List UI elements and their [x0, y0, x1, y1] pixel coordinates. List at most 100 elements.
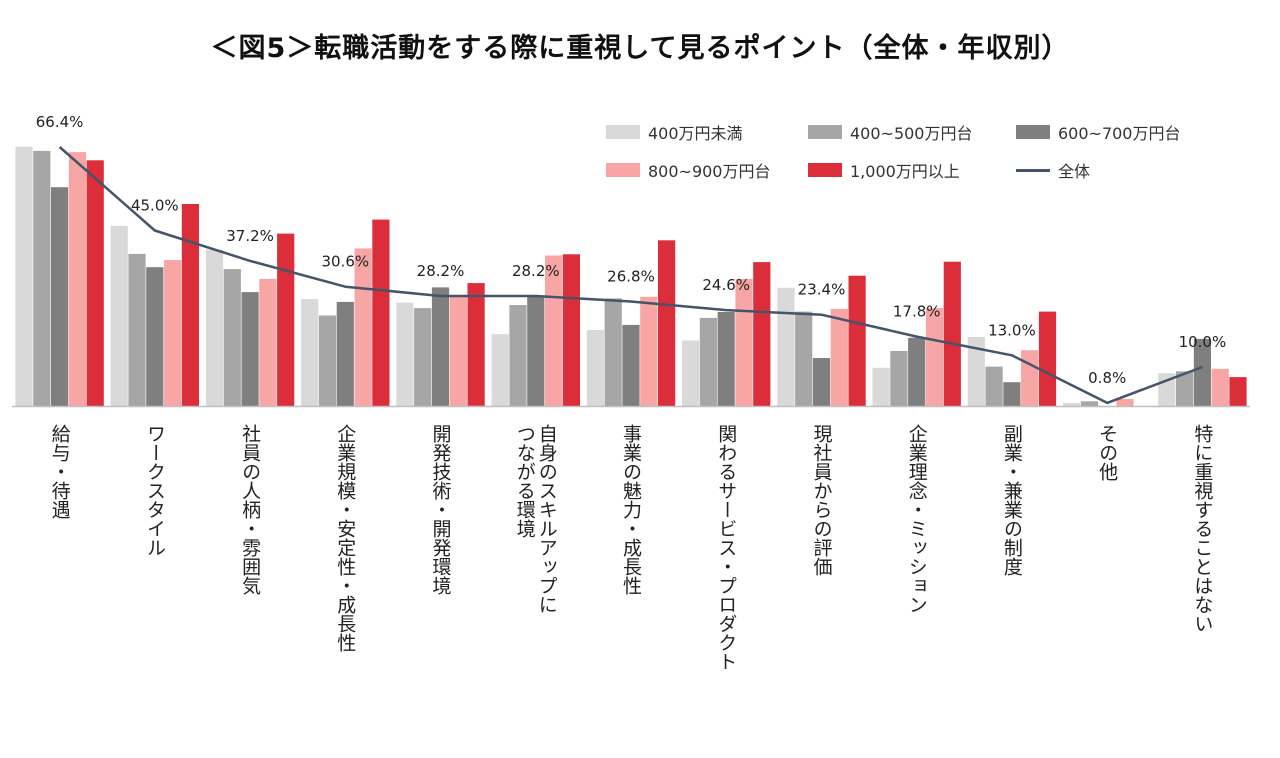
x-tick-label-4: 開発技術・開発環境: [429, 424, 452, 595]
chart-title: ＜図5＞転職活動をする際に重視して見るポイント（全体・年収別）: [210, 33, 1070, 64]
bar-series-1-cat-4: [414, 308, 432, 406]
legend-item-5: 全体: [1016, 158, 1090, 182]
bar-series-3-cat-6: [640, 296, 658, 406]
bar-series-4-cat-8: [848, 275, 866, 406]
legend-swatch: [808, 163, 842, 177]
bar-series-1-cat-10: [985, 366, 1003, 406]
data-label-6: 26.8%: [607, 268, 655, 286]
bar-series-3-cat-5: [545, 255, 563, 406]
x-tick-label-5: 自身のスキルアップに つながる環境: [513, 424, 558, 614]
data-label-10: 13.0%: [988, 321, 1036, 339]
line-series-overall: [58, 146, 1203, 405]
bar-series-2-cat-4: [431, 287, 450, 406]
bar-series-0-cat-9: [872, 367, 890, 406]
bar-series-2-cat-0: [51, 187, 69, 406]
bar-series-3-cat-4: [449, 295, 467, 406]
bar-series-1-cat-8: [795, 311, 813, 406]
bar-series-3-cat-7: [735, 278, 753, 406]
data-label-1: 45.0%: [131, 197, 179, 215]
bar-series-0-cat-2: [205, 249, 224, 406]
legend-label: 600~700万円台: [1058, 124, 1181, 143]
data-label-7: 24.6%: [702, 276, 750, 294]
legend-label: 1,000万円以上: [850, 162, 960, 181]
bar-series-0-cat-4: [396, 302, 414, 406]
bar-series-2-cat-12: [1193, 338, 1211, 406]
bar-series-1-cat-1: [128, 253, 146, 406]
data-label-11: 0.8%: [1088, 369, 1126, 387]
x-tick-label-2: 社員の人柄・雰囲気: [239, 424, 262, 595]
bar-series-4-cat-1: [181, 204, 199, 406]
bar-series-3-cat-9: [925, 308, 944, 406]
bar-series-1-cat-5: [509, 305, 527, 406]
bar-series-4-cat-4: [467, 283, 485, 406]
data-label-0: 66.4%: [36, 113, 84, 131]
bar-series-2-cat-3: [336, 301, 354, 406]
x-tick-label-8: 現社員からの評価: [810, 424, 833, 576]
bar-series-1-cat-9: [890, 351, 908, 406]
bar-series-4-cat-0: [86, 160, 104, 406]
bar-series-4-cat-3: [372, 219, 390, 406]
bar-series-0-cat-6: [586, 329, 604, 406]
bar-series-3-cat-3: [354, 248, 372, 406]
bar-series-1-cat-3: [318, 315, 337, 406]
data-label-12: 10.0%: [1179, 333, 1227, 351]
bar-series-2-cat-7: [717, 312, 735, 406]
legend-item-3: 800~900万円台: [606, 158, 771, 182]
bar-series-1-cat-12: [1176, 371, 1194, 406]
bar-series-2-cat-8: [812, 358, 831, 406]
data-label-9: 17.8%: [893, 303, 941, 321]
bar-series-0-cat-1: [110, 225, 128, 406]
bar-series-4-cat-12: [1229, 377, 1247, 406]
data-label-2: 37.2%: [226, 227, 274, 245]
legend-item-4: 1,000万円以上: [808, 158, 960, 182]
bar-series-4-cat-9: [943, 261, 961, 406]
bar-series-0-cat-3: [301, 299, 319, 406]
x-tick-label-12: 特に重視することはない: [1191, 424, 1214, 633]
bar-series-0-cat-7: [682, 340, 700, 406]
legend-label: 400~500万円台: [850, 124, 973, 143]
bar-series-3-cat-11: [1116, 399, 1134, 406]
bar-series-1-cat-2: [223, 269, 241, 406]
bar-series-2-cat-6: [622, 324, 640, 406]
legend-swatch: [1016, 168, 1050, 172]
bar-series-1-cat-6: [604, 298, 622, 406]
bar-series-0-cat-5: [491, 334, 509, 406]
bar-series-3-cat-2: [259, 278, 277, 406]
bar-series-0-cat-10: [967, 337, 985, 406]
x-tick-label-3: 企業規模・安定性・成長性: [334, 424, 357, 652]
data-label-5: 28.2%: [512, 262, 560, 280]
x-tick-label-11: その他: [1096, 424, 1119, 481]
bar-series-1-cat-11: [1080, 401, 1098, 406]
bar-series-1-cat-7: [699, 317, 717, 406]
x-tick-label-10: 副業・兼業の制度: [1000, 424, 1023, 576]
bar-series-3-cat-1: [164, 260, 182, 406]
legend-item-2: 600~700万円台: [1016, 120, 1181, 144]
bar-series-4-cat-2: [277, 233, 295, 406]
bar-series-3-cat-12: [1211, 368, 1229, 406]
legend-item-0: 400万円未満: [606, 120, 743, 144]
legend-label: 400万円未満: [648, 124, 743, 143]
bar-series-0-cat-0: [15, 146, 33, 406]
bar-series-0-cat-8: [777, 287, 795, 406]
bar-series-2-cat-5: [527, 296, 545, 406]
legend-label: 全体: [1058, 162, 1091, 181]
bar-series-2-cat-2: [241, 292, 259, 406]
bar-series-4-cat-10: [1038, 311, 1057, 406]
bar-series-0-cat-11: [1063, 402, 1081, 406]
legend-swatch: [606, 163, 640, 177]
x-tick-label-9: 企業理念・ミッション: [905, 424, 928, 614]
data-label-4: 28.2%: [417, 262, 465, 280]
legend-swatch: [1016, 125, 1050, 139]
data-label-3: 30.6%: [321, 253, 369, 271]
bar-series-3-cat-8: [830, 308, 848, 406]
legend-swatch: [808, 125, 842, 139]
bar-series-4-cat-5: [562, 254, 580, 406]
bar-series-2-cat-1: [146, 267, 164, 406]
x-tick-label-0: 給与・待遇: [48, 424, 71, 519]
legend-swatch: [606, 125, 640, 139]
x-tick-label-6: 事業の魅力・成長性: [620, 424, 642, 595]
x-tick-label-1: ワークスタイル: [143, 424, 166, 557]
bar-series-2-cat-10: [1003, 382, 1021, 406]
legend-label: 800~900万円台: [648, 162, 771, 181]
